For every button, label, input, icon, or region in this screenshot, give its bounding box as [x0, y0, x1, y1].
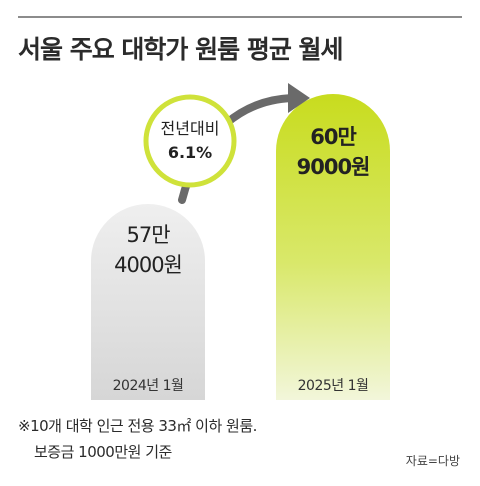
bar-2	[276, 94, 390, 400]
change-badge-label: 전년대비	[161, 119, 220, 138]
change-badge-circle	[143, 94, 237, 188]
bar-1-value-line-2: 4000원	[114, 253, 182, 277]
source-credit: 자료=다방	[405, 454, 460, 468]
trend-arrow-head	[288, 83, 310, 113]
footnote-line2: 보증금 1000만원 기준	[34, 443, 172, 461]
footnote: ※10개 대학 인근 전용 33㎡ 이하 원룸. 보증금 1000만원 기준	[18, 413, 257, 465]
bar-1-value-line-1: 57만	[126, 223, 170, 247]
category-label-1: 2024년 1월	[113, 378, 184, 394]
bar-2-value-line-2: 9000원	[297, 155, 370, 179]
chart-title: 서울 주요 대학가 원룸 평균 월세	[18, 35, 344, 64]
footnote-line1: ※10개 대학 인근 전용 33㎡ 이하 원룸.	[18, 417, 257, 435]
top-rule	[18, 16, 462, 18]
category-label-2: 2025년 1월	[298, 378, 369, 394]
bar-1	[91, 204, 205, 400]
change-badge: 전년대비 6.1%	[143, 94, 237, 188]
bar-2-value-line-1: 60만	[310, 125, 356, 149]
change-badge-value: 6.1%	[168, 143, 212, 162]
